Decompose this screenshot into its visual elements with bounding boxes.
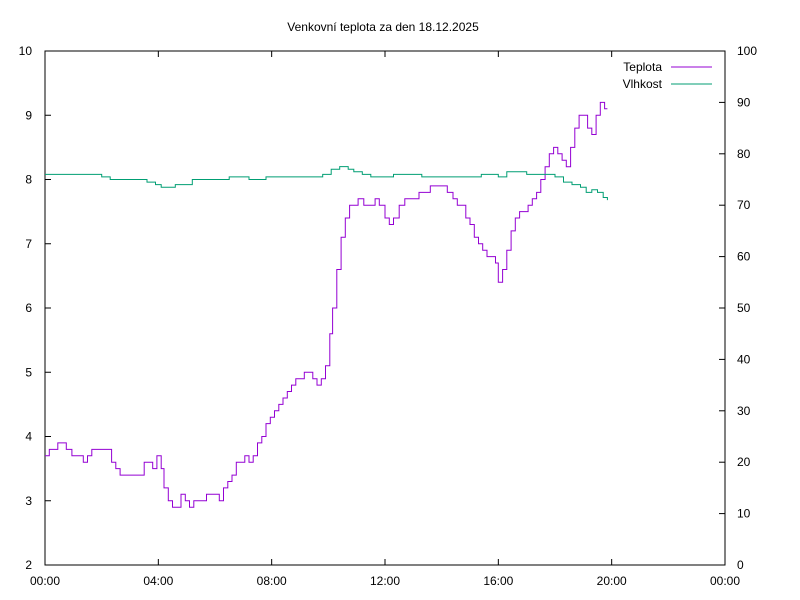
y2-tick-label: 70 [737, 198, 751, 212]
y2-tick-label: 0 [737, 558, 744, 572]
y-tick-label: 8 [25, 173, 32, 187]
y2-tick-label: 20 [737, 455, 751, 469]
x-tick-label: 00:00 [30, 574, 60, 588]
legend-label-teplota: Teplota [623, 60, 662, 74]
chart-title: Venkovní teplota za den 18.12.2025 [287, 20, 479, 34]
y-tick-label: 4 [25, 430, 32, 444]
y-tick-label: 6 [25, 301, 32, 315]
x-tick-label: 04:00 [143, 574, 173, 588]
y2-tick-label: 40 [737, 352, 751, 366]
x-tick-label: 16:00 [483, 574, 513, 588]
y-tick-label: 5 [25, 365, 32, 379]
legend: Teplota Vlhkost [623, 60, 712, 91]
series-line-teplota [45, 101, 608, 508]
y2-tick-label: 50 [737, 301, 751, 315]
y-tick-label: 3 [25, 494, 32, 508]
y2-tick-label: 30 [737, 404, 751, 418]
axis-ticks: 00:00 04:00 08:00 12:00 16:00 20:00 00:00 2 3 4 5 6… [19, 44, 758, 588]
x-tick-label: 12:00 [370, 574, 400, 588]
y2-tick-label: 90 [737, 95, 751, 109]
x-tick-label: 00:00 [710, 574, 740, 588]
x-tick-label: 08:00 [257, 574, 287, 588]
y-tick-label: 2 [25, 558, 32, 572]
series-group [45, 101, 608, 508]
y-tick-label: 9 [25, 108, 32, 122]
legend-label-vlhkost: Vlhkost [623, 77, 663, 91]
y2-tick-label: 10 [737, 507, 751, 521]
y2-tick-label: 60 [737, 250, 751, 264]
y2-tick-label: 80 [737, 147, 751, 161]
y2-tick-label: 100 [737, 44, 757, 58]
y-tick-label: 10 [19, 44, 33, 58]
series-line-vlhkost [45, 166, 608, 201]
y-tick-label: 7 [25, 237, 32, 251]
x-tick-label: 20:00 [597, 574, 627, 588]
plot-frame [44, 50, 726, 566]
